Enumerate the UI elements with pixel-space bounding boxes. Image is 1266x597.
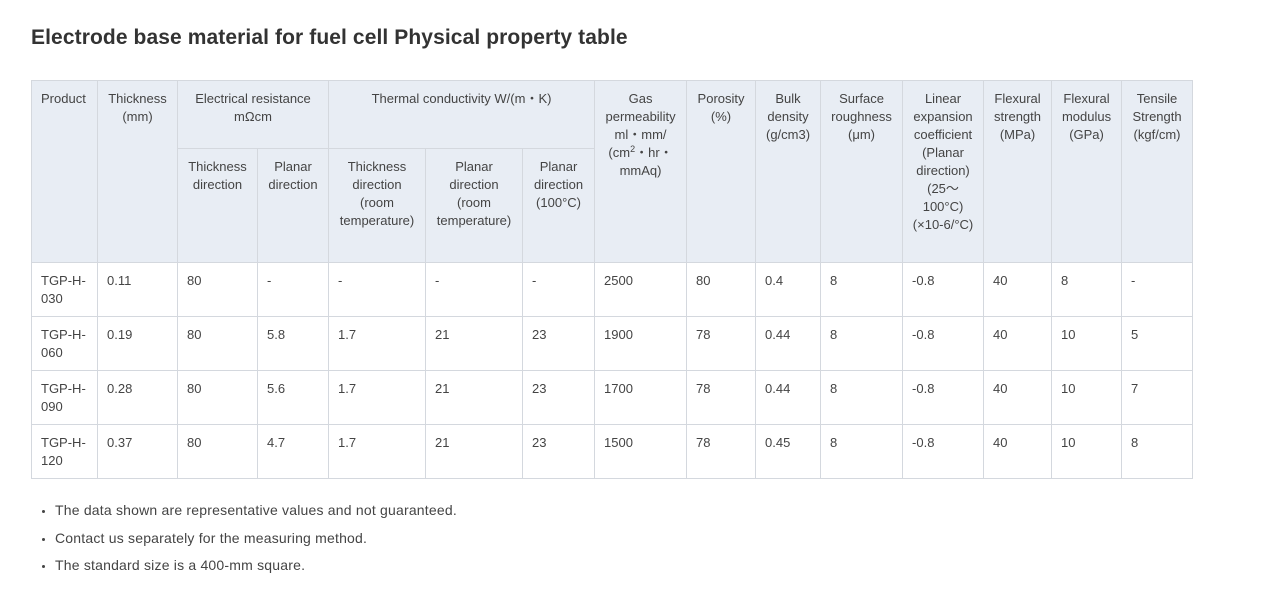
table-cell: 0.44 [755,316,822,371]
table-cell: 10 [1051,370,1123,425]
header-flexural-modulus: Flexural modulus (GPa) [1051,80,1123,263]
table-header-row: Product Thickness (mm) Electrical resist… [31,80,1194,263]
table-cell: 40 [983,316,1053,371]
table-cell: 21 [425,316,523,371]
table-cell: - [425,262,523,317]
table-cell: 8 [1051,262,1123,317]
table-cell: 1500 [594,424,688,479]
subheader-er-planar-direction: Planar direction [257,148,329,263]
note-item: Contact us separately for the measuring … [55,529,457,547]
table-cell: 21 [425,370,523,425]
table-row: TGP-H-120 0.37 80 4.7 1.7 21 23 1500 78 … [31,424,1194,479]
table-cell: 0.45 [755,424,822,479]
table-cell: TGP-H-060 [31,316,98,371]
table-cell: -0.8 [902,370,985,425]
table-cell: -0.8 [902,262,985,317]
table-cell: 80 [177,424,258,479]
table-cell: 0.4 [755,262,822,317]
table-cell: - [521,262,596,317]
header-product: Product [31,80,98,263]
table-cell: 23 [521,424,596,479]
table-cell: 23 [521,370,596,425]
table-cell: 80 [177,316,258,371]
table-row: TGP-H-060 0.19 80 5.8 1.7 21 23 1900 78 … [31,316,1194,371]
subheader-tc-planar-100: Planar direction (100°C) [521,148,596,263]
page-title: Electrode base material for fuel cell Ph… [31,26,628,49]
table-cell: 40 [983,262,1053,317]
header-gas-permeability-superscript: 2 [630,144,636,154]
table-cell: 40 [983,370,1053,425]
note-item: The data shown are representative values… [55,501,457,519]
header-flexural-strength: Flexural strength (MPa) [983,80,1053,263]
table-cell: 8 [820,424,904,479]
table-row: TGP-H-090 0.28 80 5.6 1.7 21 23 1700 78 … [31,370,1194,425]
table-cell: - [328,262,426,317]
table-cell: TGP-H-120 [31,424,98,479]
header-surface-roughness: Surface roughness (μm) [820,80,904,263]
header-gas-permeability-text-end: ・hr・mmAq) [619,145,673,178]
table-cell: 1700 [594,370,688,425]
table-cell: 80 [177,370,258,425]
table-cell: 10 [1051,316,1123,371]
table-cell: 8 [820,316,904,371]
table-cell: 5 [1121,316,1194,371]
table-cell: -0.8 [902,424,985,479]
table-cell: 23 [521,316,596,371]
table-cell: 80 [177,262,258,317]
table-cell: TGP-H-090 [31,370,98,425]
header-bulk-density: Bulk density (g/cm3) [755,80,822,263]
table-row: TGP-H-030 0.11 80 - - - - 2500 80 0.4 8 … [31,262,1194,317]
table-cell: 4.7 [257,424,329,479]
header-gas-permeability-text: Gas permeability ml・mm/ (cm [605,91,676,160]
header-thermal-conductivity: Thermal conductivity W/(m・K) [327,80,596,149]
header-porosity: Porosity (%) [686,80,757,263]
subheader-tc-planar-room: Planar direction (room temperature) [425,148,523,263]
table-cell: 7 [1121,370,1194,425]
table-cell: 8 [820,370,904,425]
table-cell: 78 [686,316,757,371]
table-cell: 5.8 [257,316,329,371]
table-subheader-row: Thickness direction Planar direction Thi… [32,148,1193,263]
table-cell: 78 [686,424,757,479]
table-cell: 1.7 [328,424,426,479]
table-cell: 8 [1121,424,1194,479]
table-cell: 2500 [594,262,688,317]
subheader-tc-thickness-room: Thickness direction (room temperature) [328,148,426,263]
table-cell: 1.7 [328,316,426,371]
table-cell: 21 [425,424,523,479]
table-cell: -0.8 [902,316,985,371]
notes-list: The data shown are representative values… [31,501,457,584]
header-electrical-resistance: Electrical resistance mΩcm [177,80,329,149]
table-cell: 8 [820,262,904,317]
table-cell: 0.11 [97,262,178,317]
property-table: Product Thickness (mm) Electrical resist… [31,80,1194,479]
table-cell: 1.7 [328,370,426,425]
table-cell: 5.6 [257,370,329,425]
table-cell: 0.44 [755,370,822,425]
table-cell: TGP-H-030 [31,262,98,317]
table-cell: 0.19 [97,316,178,371]
table-cell: 1900 [594,316,688,371]
table-cell: 78 [686,370,757,425]
table-cell: 40 [983,424,1053,479]
subheader-er-thickness-direction: Thickness direction [177,148,258,263]
header-thickness: Thickness (mm) [97,80,178,263]
table-cell: 10 [1051,424,1123,479]
header-tensile-strength: Tensile Strength (kgf/cm) [1121,80,1194,263]
table-cell: - [1121,262,1194,317]
header-gas-permeability: Gas permeability ml・mm/ (cm2・hr・mmAq) [594,80,688,263]
note-item: The standard size is a 400-mm square. [55,556,457,574]
table-cell: 80 [686,262,757,317]
table-cell: - [257,262,329,317]
header-linear-expansion: Linear expansion coefficient (Planar dir… [902,80,985,263]
table-cell: 0.28 [97,370,178,425]
table-cell: 0.37 [97,424,178,479]
